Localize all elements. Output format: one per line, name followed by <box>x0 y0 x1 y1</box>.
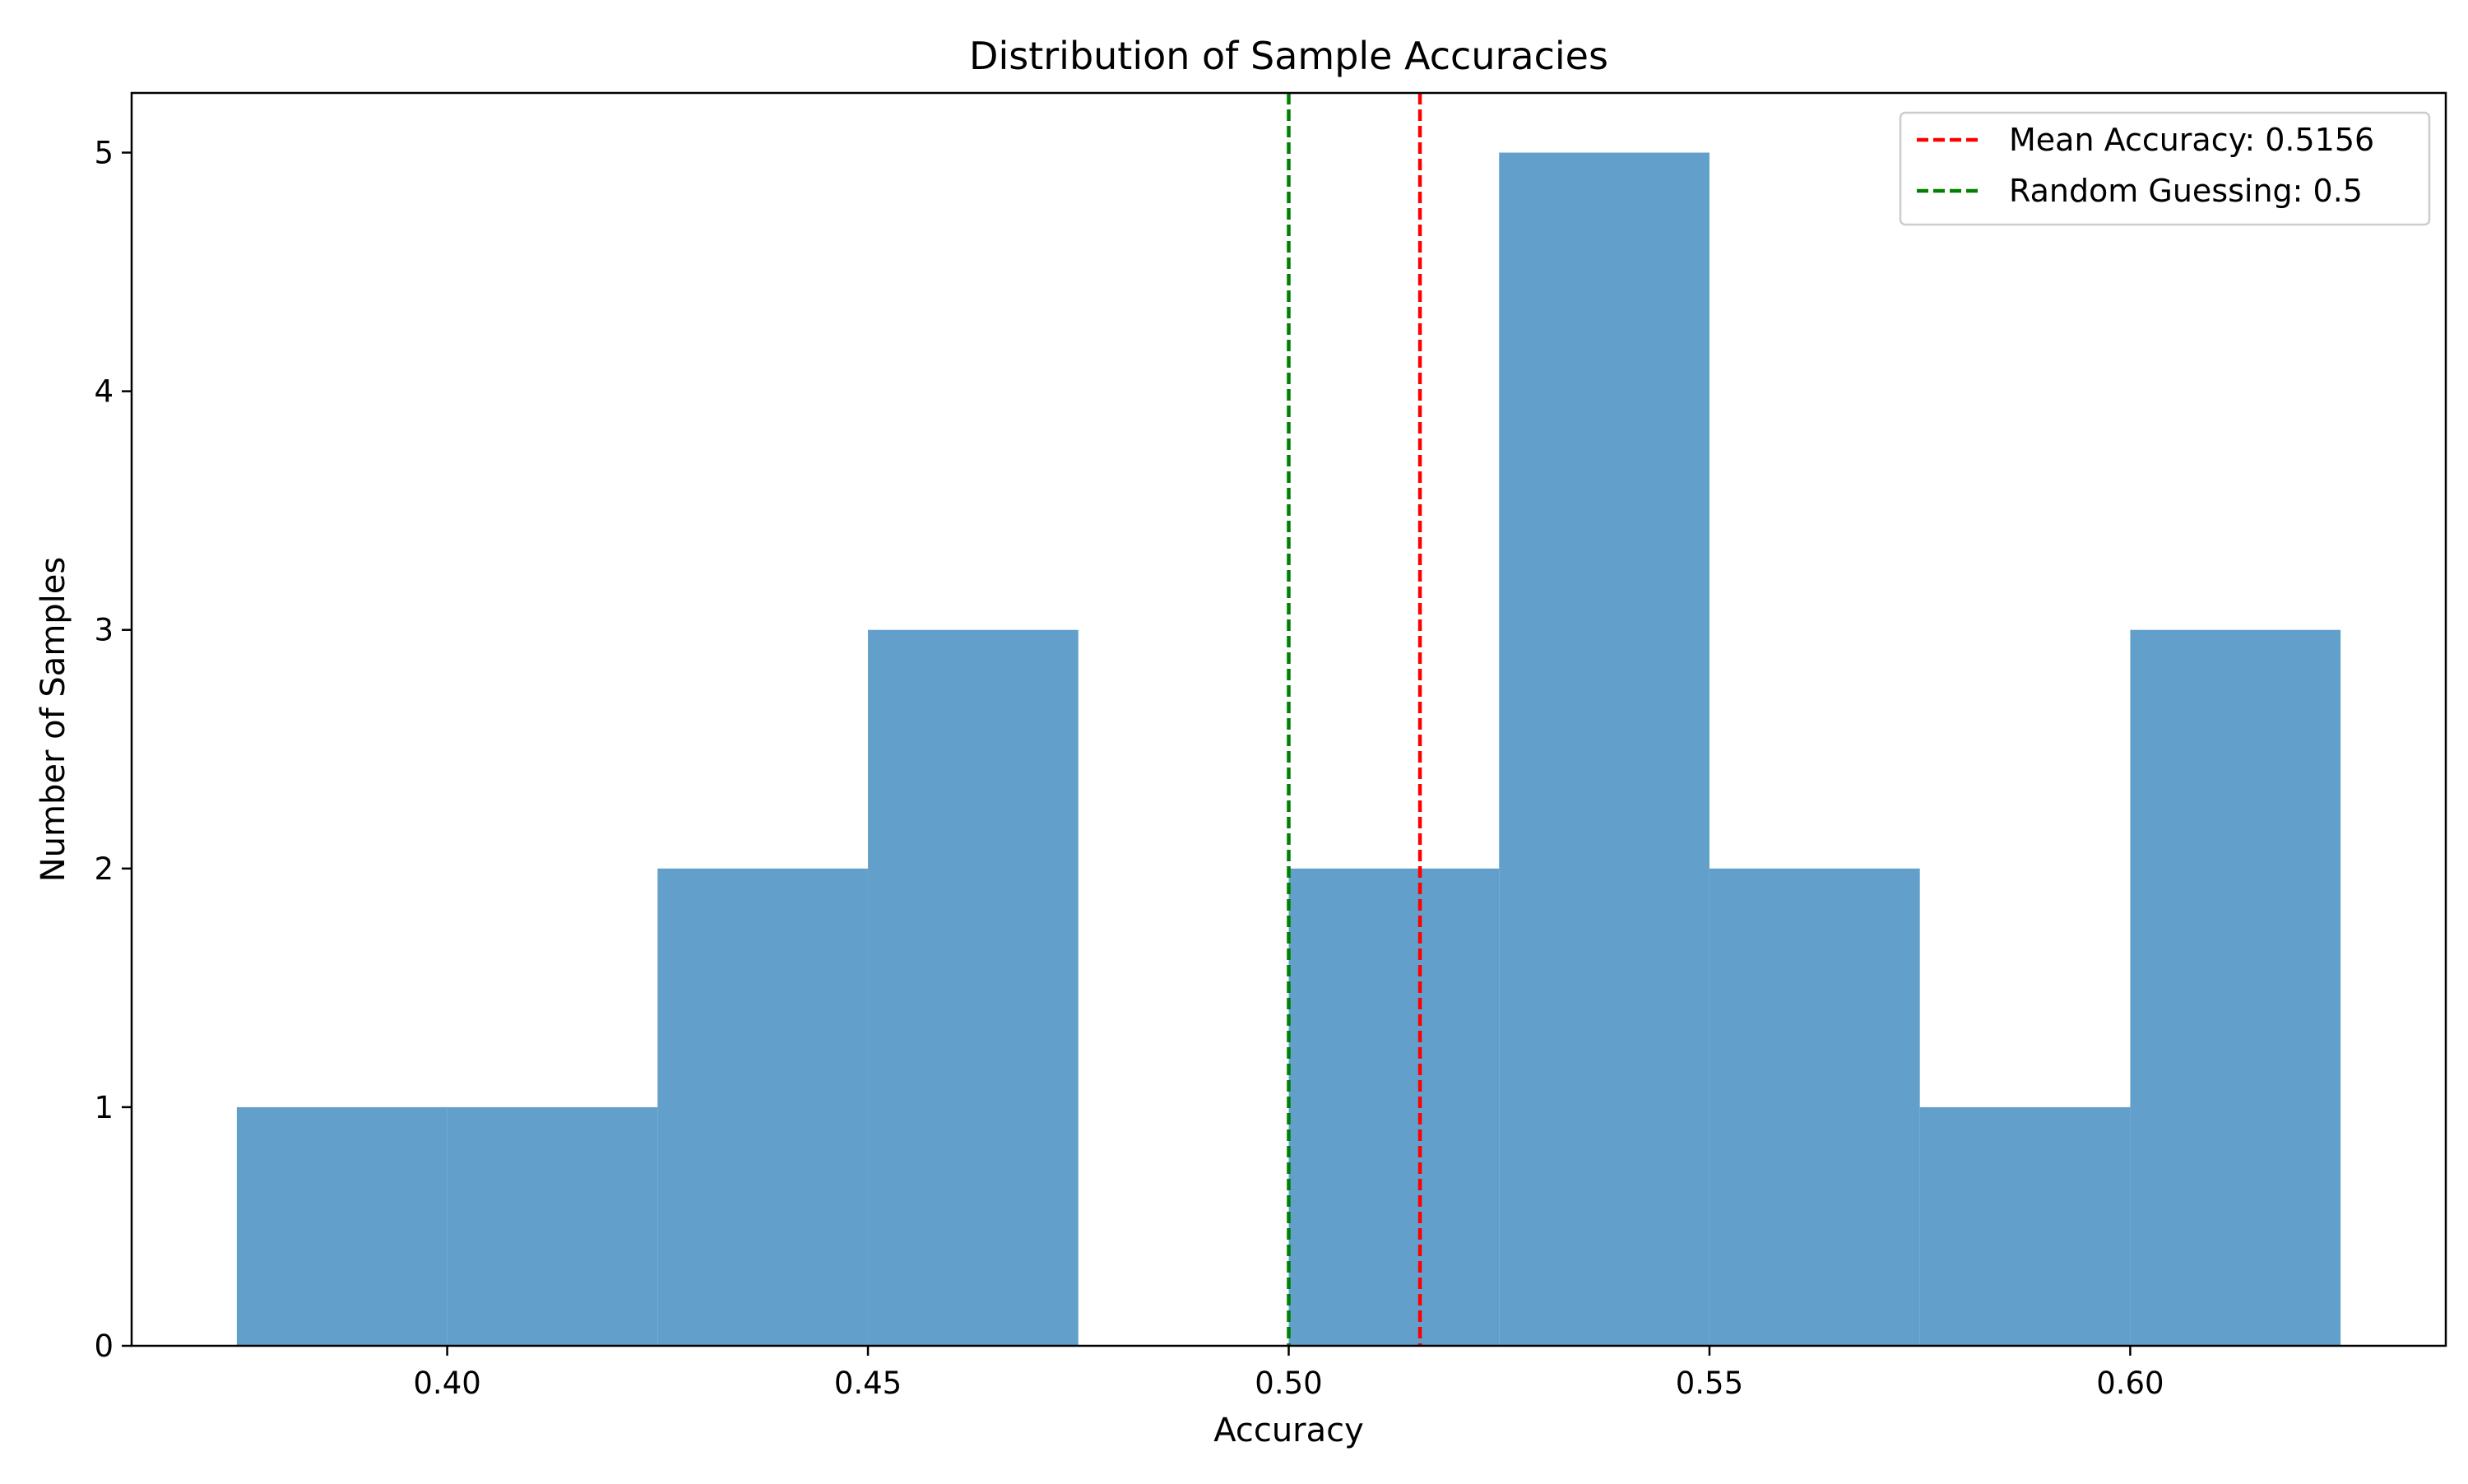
x-tick-label: 0.40 <box>413 1366 480 1401</box>
y-tick-label: 3 <box>94 613 114 648</box>
y-tick-label: 5 <box>94 136 114 171</box>
histogram-bar <box>657 868 869 1346</box>
x-tick-label: 0.50 <box>1255 1366 1322 1401</box>
legend-label: Mean Accuracy: 0.5156 <box>2009 122 2374 158</box>
reference-lines-layer <box>1287 93 1422 1346</box>
histogram-bar <box>2130 629 2341 1346</box>
histogram-bar <box>1919 1106 2131 1346</box>
legend-box <box>1899 111 2431 226</box>
histogram-bar <box>868 629 1079 1346</box>
y-axis-label: Number of Samples <box>35 557 72 883</box>
x-axis-label: Accuracy <box>1213 1412 1364 1449</box>
x-tick-label: 0.55 <box>1676 1366 1743 1401</box>
histogram-bar <box>1709 868 1920 1346</box>
bars-layer <box>236 152 2341 1346</box>
histogram-bar <box>236 1106 448 1346</box>
x-axis-ticks: 0.40 0.45 0.50 0.55 0.60 <box>413 1346 2164 1401</box>
legend-label: Random Guessing: 0.5 <box>2009 173 2363 209</box>
chart-title: Distribution of Sample Accuracies <box>969 34 1608 78</box>
x-tick-label: 0.45 <box>834 1366 902 1401</box>
y-tick-label: 1 <box>94 1090 114 1125</box>
y-tick-label: 4 <box>94 374 114 410</box>
y-tick-label: 0 <box>94 1329 114 1364</box>
legend: Mean Accuracy: 0.5156 Random Guessing: 0.… <box>1899 111 2431 226</box>
histogram-bar <box>447 1106 658 1346</box>
histogram-bar <box>1288 868 1500 1346</box>
y-axis-ticks: 0 1 2 3 4 5 <box>94 136 132 1364</box>
histogram-bar <box>1499 152 1710 1346</box>
y-tick-label: 2 <box>94 851 114 887</box>
x-tick-label: 0.60 <box>2096 1366 2164 1401</box>
